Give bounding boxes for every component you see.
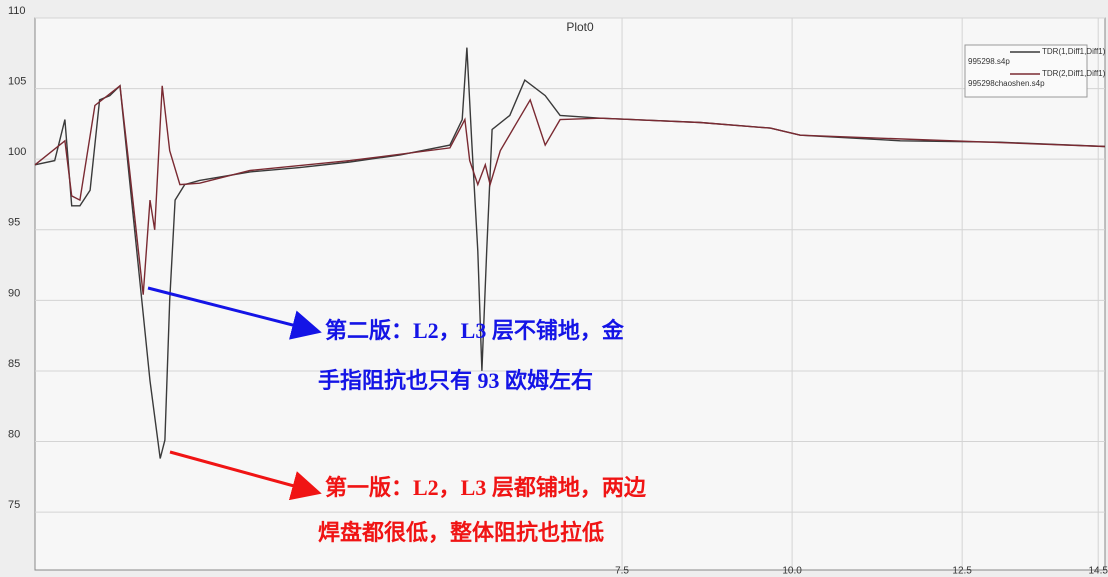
x-tick-label: 10.0 — [782, 566, 802, 577]
annotation: 第二版：L2，L3 层不铺地，金 — [325, 318, 625, 343]
x-tick-label: 14.5 — [1088, 566, 1108, 577]
chart: Plot0 75 80 85 90 95 100 105 110 7.5 10.0 12.5 14.5… — [0, 0, 1108, 577]
annotation: 焊盘都很低，整体阻抗也拉低 — [318, 520, 604, 545]
y-tick-label: 80 — [8, 428, 20, 440]
legend-source: 995298.s4p — [968, 57, 1010, 66]
annotation: 第一版：L2，L3 层都铺地，两边 — [325, 475, 647, 500]
chart-title: Plot0 — [566, 20, 594, 34]
y-tick-label: 110 — [8, 5, 26, 17]
legend-source: 995298chaoshen.s4p — [968, 79, 1045, 88]
legend-label: TDR(1,Diff1,Diff1) — [1042, 47, 1106, 56]
x-tick-label: 7.5 — [615, 566, 629, 577]
y-tick-label: 100 — [8, 146, 26, 158]
x-tick-label: 12.5 — [952, 566, 972, 577]
y-tick-label: 85 — [8, 358, 20, 370]
y-tick-label: 105 — [8, 75, 26, 87]
annotation: 手指阻抗也只有 93 欧姆左右 — [318, 368, 593, 393]
y-tick-label: 95 — [8, 217, 20, 229]
legend-label: TDR(2,Diff1,Diff1) — [1042, 69, 1106, 78]
y-tick-label: 90 — [8, 287, 20, 299]
y-tick-label: 75 — [8, 499, 20, 511]
